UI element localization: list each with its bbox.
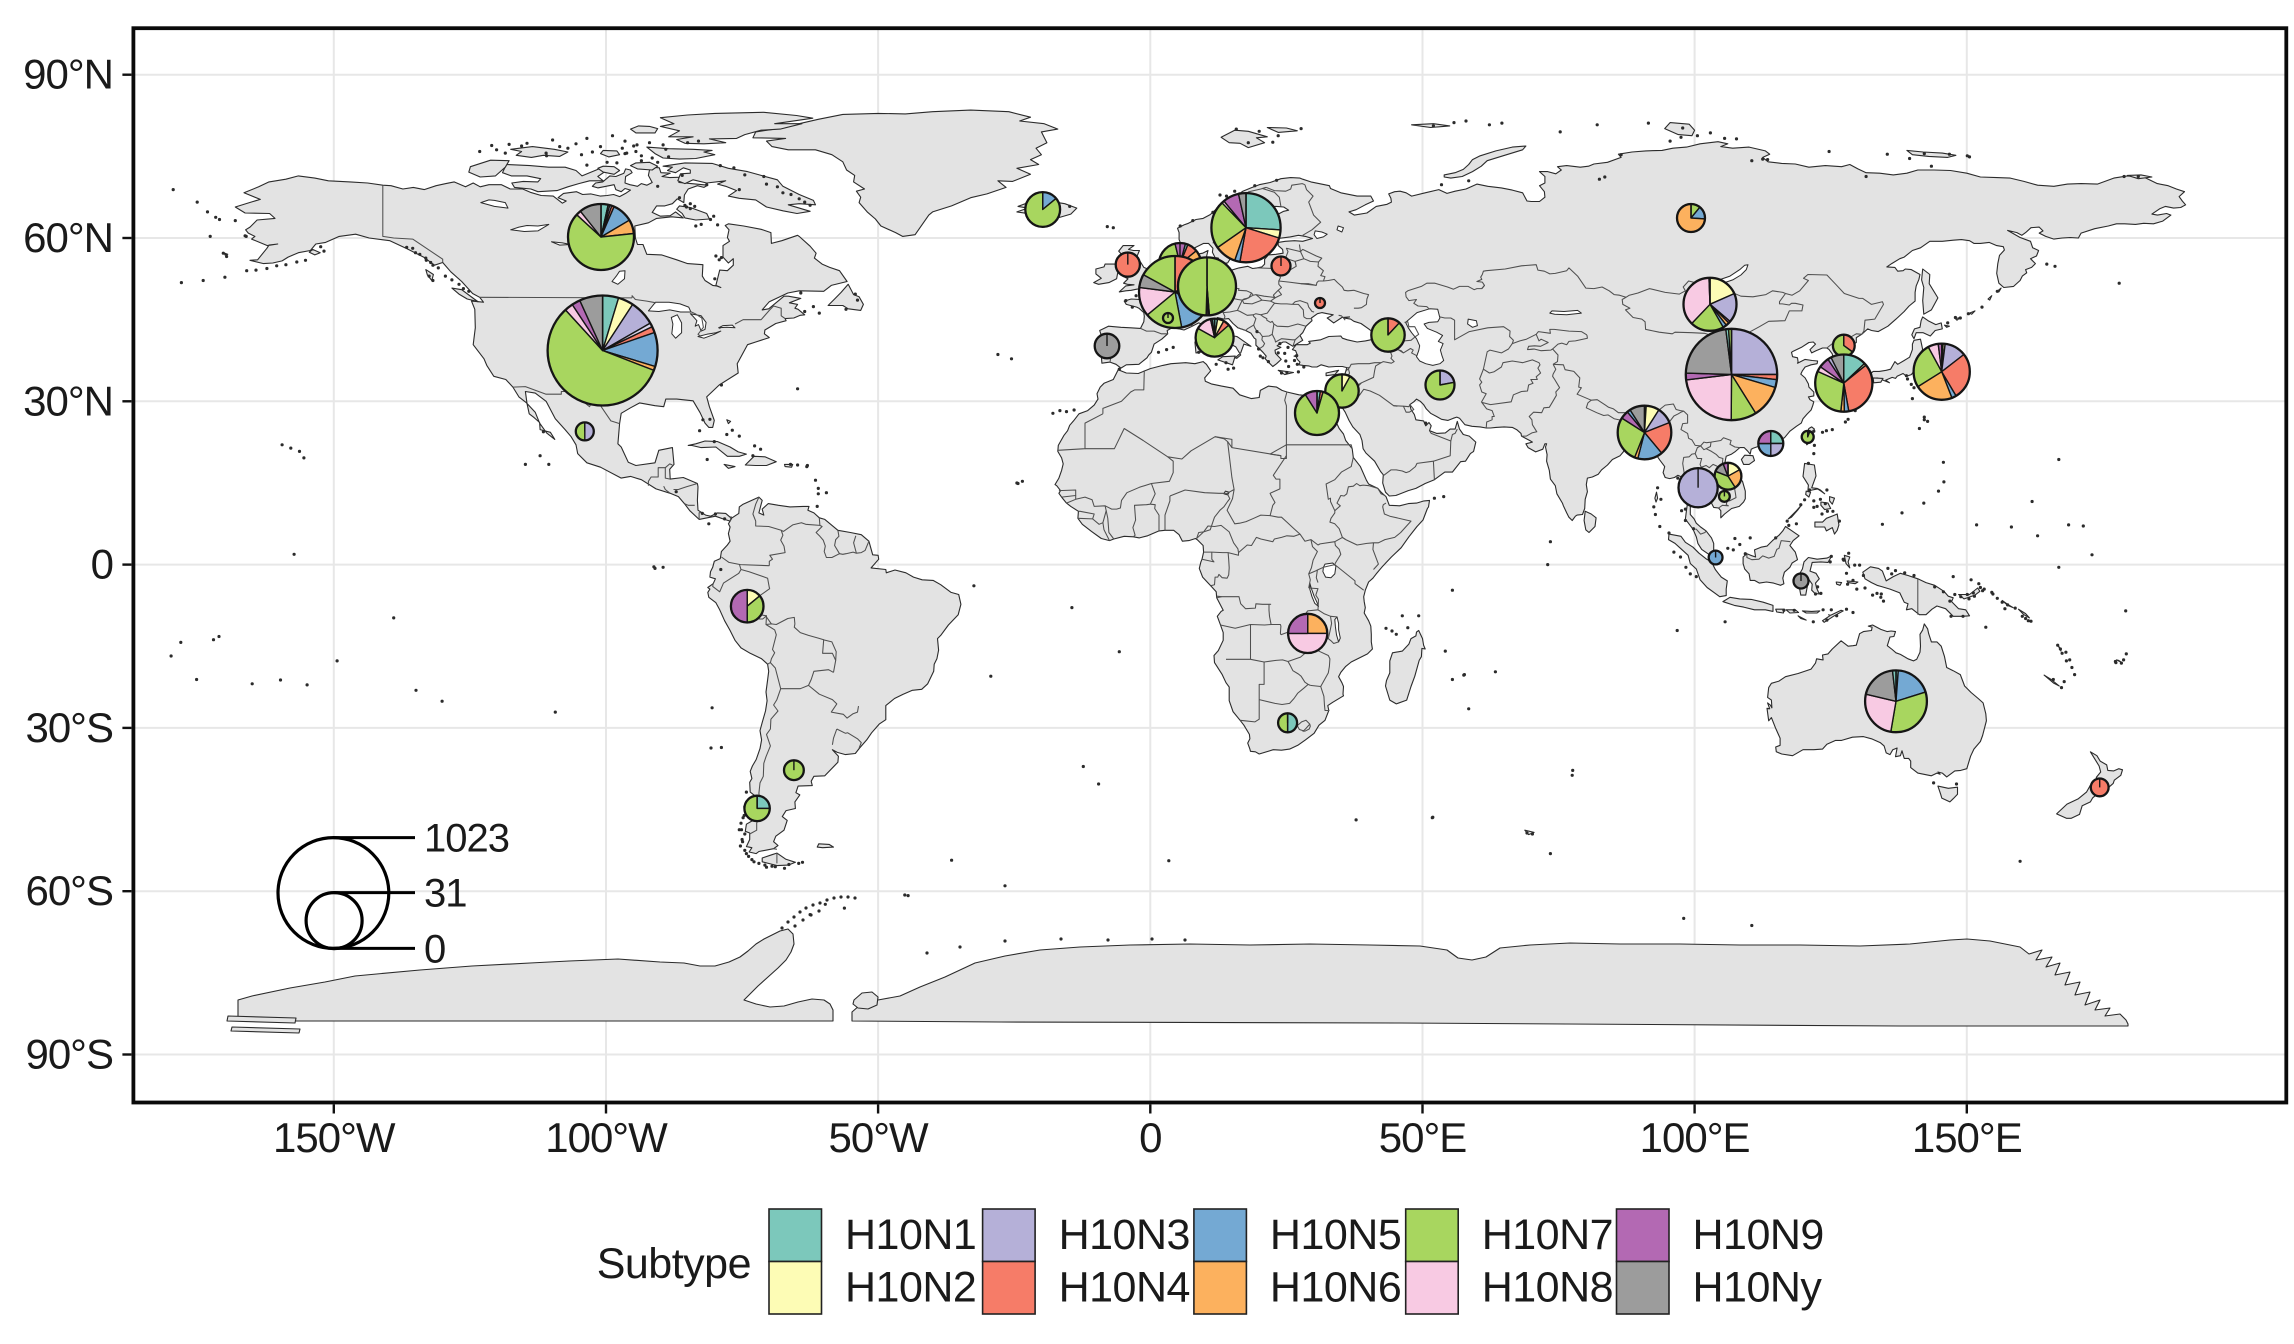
svg-text:H10Ny: H10Ny: [1693, 1264, 1823, 1312]
svg-text:100°W: 100°W: [545, 1114, 668, 1161]
svg-text:0: 0: [424, 927, 445, 971]
svg-text:H10N8: H10N8: [1482, 1264, 1613, 1312]
svg-text:90°S: 90°S: [25, 1031, 113, 1078]
svg-text:H10N1: H10N1: [845, 1211, 976, 1259]
svg-text:H10N5: H10N5: [1270, 1211, 1401, 1259]
svg-text:H10N2: H10N2: [845, 1264, 976, 1312]
svg-text:H10N6: H10N6: [1270, 1264, 1401, 1312]
svg-text:30°N: 30°N: [23, 377, 113, 424]
svg-text:90°N: 90°N: [23, 51, 113, 98]
svg-text:60°S: 60°S: [25, 867, 113, 914]
svg-text:0: 0: [91, 541, 113, 588]
svg-text:H10N4: H10N4: [1059, 1264, 1190, 1312]
svg-text:31: 31: [424, 872, 467, 916]
svg-text:100°E: 100°E: [1640, 1114, 1750, 1161]
svg-text:60°N: 60°N: [23, 214, 113, 261]
svg-text:30°S: 30°S: [25, 704, 113, 751]
svg-text:150°W: 150°W: [273, 1114, 396, 1161]
svg-text:H10N7: H10N7: [1482, 1211, 1613, 1259]
svg-text:Subtype: Subtype: [597, 1240, 751, 1288]
svg-text:1023: 1023: [424, 817, 509, 861]
svg-text:0: 0: [1139, 1114, 1161, 1161]
svg-text:150°E: 150°E: [1912, 1114, 2022, 1161]
svg-text:50°E: 50°E: [1379, 1114, 1467, 1161]
svg-text:50°W: 50°W: [829, 1114, 930, 1161]
svg-text:H10N3: H10N3: [1059, 1211, 1190, 1259]
svg-text:H10N9: H10N9: [1693, 1211, 1824, 1259]
